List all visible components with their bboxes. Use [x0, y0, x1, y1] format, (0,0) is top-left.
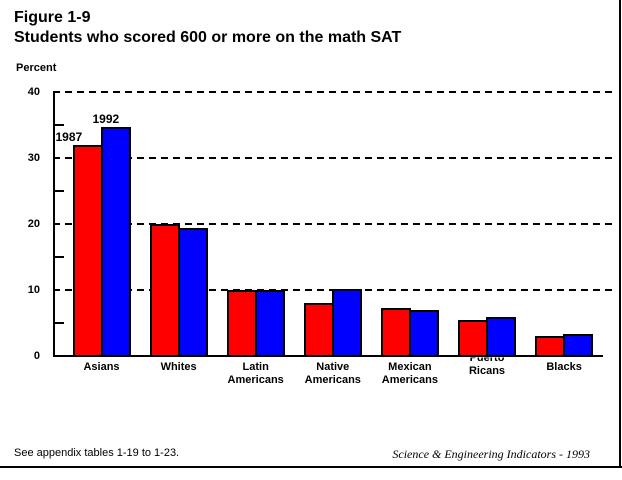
y-minor-tick-25 — [55, 190, 64, 192]
category-label-mexican-americans: Mexican Americans — [362, 361, 458, 387]
page-border-right — [619, 0, 621, 468]
y-axis-line — [53, 92, 55, 356]
bar-1992-mexican-americans — [408, 309, 439, 357]
figure-number: Figure 1-9 — [14, 9, 91, 26]
category-label-native-americans: Native Americans — [285, 361, 381, 387]
category-label-puerto-ricans: Puerto Ricans — [439, 352, 535, 378]
bar-1992-asians — [100, 126, 131, 357]
y-axis-unit-label: Percent — [16, 62, 57, 74]
bar-1987-whites — [149, 224, 180, 357]
bar-1992-native-americans — [331, 288, 362, 357]
bar-1987-blacks — [535, 336, 566, 357]
category-label-line: Americans — [304, 374, 361, 386]
gridline-40 — [53, 91, 612, 93]
chart-title: Students who scored 600 or more on the m… — [14, 29, 402, 46]
y-tick-label-40: 40 — [27, 86, 40, 98]
category-label-line: Mexican — [388, 361, 432, 373]
category-label-line: Puerto — [469, 352, 505, 364]
category-label-whites: Whites — [131, 361, 227, 374]
category-label-line: Blacks — [546, 361, 582, 373]
category-label-line: Native — [316, 361, 350, 373]
bar-1987-latin-americans — [226, 290, 257, 357]
category-label-line: Americans — [381, 374, 439, 386]
bar-1987-mexican-americans — [380, 307, 411, 357]
series-label-1992: 1992 — [92, 111, 120, 126]
bar-1987-native-americans — [303, 303, 334, 357]
category-label-latin-americans: Latin Americans — [208, 361, 304, 387]
bar-1992-latin-americans — [254, 290, 285, 357]
x-axis-line — [53, 355, 603, 357]
category-label-line: Asians — [83, 361, 120, 373]
series-label-1987: 1987 — [55, 129, 83, 144]
y-tick-label-30: 30 — [27, 152, 40, 164]
y-minor-tick-15 — [55, 256, 64, 258]
footnote: See appendix tables 1-19 to 1-23. — [14, 447, 180, 459]
bar-1992-puerto-ricans — [486, 317, 516, 357]
source-credit: Science & Engineering Indicators - 1993 — [392, 447, 590, 461]
category-label-line: Americans — [227, 374, 284, 386]
y-minor-tick-5 — [55, 322, 64, 324]
bar-1987-asians — [72, 144, 103, 357]
page-border-bottom — [0, 466, 622, 468]
category-label-asians: Asians — [54, 361, 150, 374]
category-label-line: Latin — [242, 361, 269, 373]
category-label-line: Whites — [160, 361, 197, 373]
category-label-blacks: Blacks — [516, 361, 612, 374]
gridline-30 — [53, 157, 612, 159]
category-label-line: Ricans — [468, 365, 506, 377]
bar-1992-whites — [177, 227, 208, 357]
gridline-20 — [53, 223, 612, 225]
bar-1992-blacks — [563, 334, 594, 357]
y-tick-label-0: 0 — [33, 350, 40, 362]
bar-1987-puerto-ricans — [458, 320, 488, 357]
y-minor-tick-35 — [55, 124, 64, 126]
y-tick-label-20: 20 — [27, 218, 40, 230]
y-tick-label-10: 10 — [27, 284, 40, 296]
